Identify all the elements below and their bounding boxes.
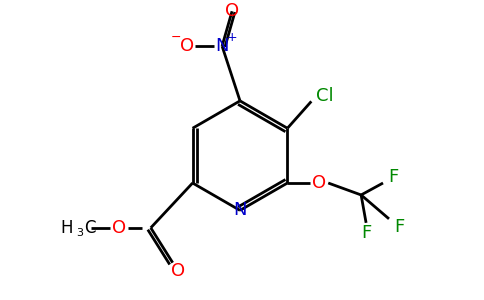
Text: F: F <box>388 168 398 186</box>
Text: O: O <box>112 219 126 237</box>
Text: Cl: Cl <box>317 87 334 105</box>
Text: 3: 3 <box>76 228 83 238</box>
Text: O: O <box>170 262 185 280</box>
Text: N: N <box>233 201 247 219</box>
Text: −: − <box>171 31 182 44</box>
Text: F: F <box>394 218 404 236</box>
Text: O: O <box>180 37 194 55</box>
Text: +: + <box>227 31 237 44</box>
Text: C: C <box>84 219 95 237</box>
Text: O: O <box>225 2 239 20</box>
Text: N: N <box>215 37 229 55</box>
Text: F: F <box>361 224 371 242</box>
Text: O: O <box>312 174 326 192</box>
Text: H: H <box>60 219 73 237</box>
